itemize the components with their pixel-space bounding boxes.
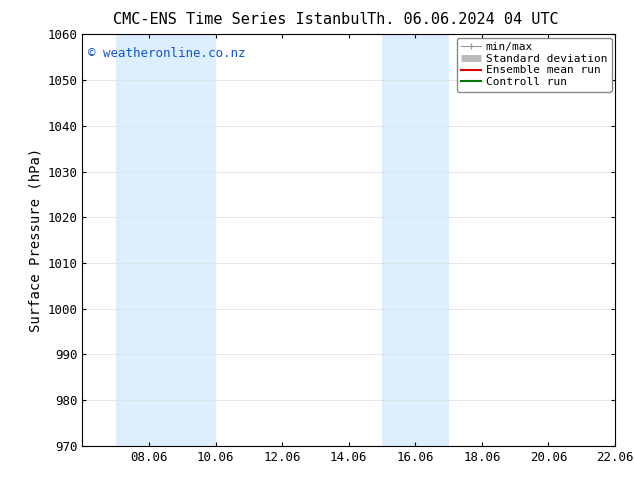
Text: © weatheronline.co.nz: © weatheronline.co.nz — [87, 47, 245, 60]
Y-axis label: Surface Pressure (hPa): Surface Pressure (hPa) — [28, 148, 42, 332]
Bar — [116, 34, 216, 446]
Legend: min/max, Standard deviation, Ensemble mean run, Controll run: min/max, Standard deviation, Ensemble me… — [457, 38, 612, 92]
Text: CMC-ENS Time Series Istanbul: CMC-ENS Time Series Istanbul — [113, 12, 368, 27]
Text: Th. 06.06.2024 04 UTC: Th. 06.06.2024 04 UTC — [367, 12, 559, 27]
Bar — [382, 34, 449, 446]
